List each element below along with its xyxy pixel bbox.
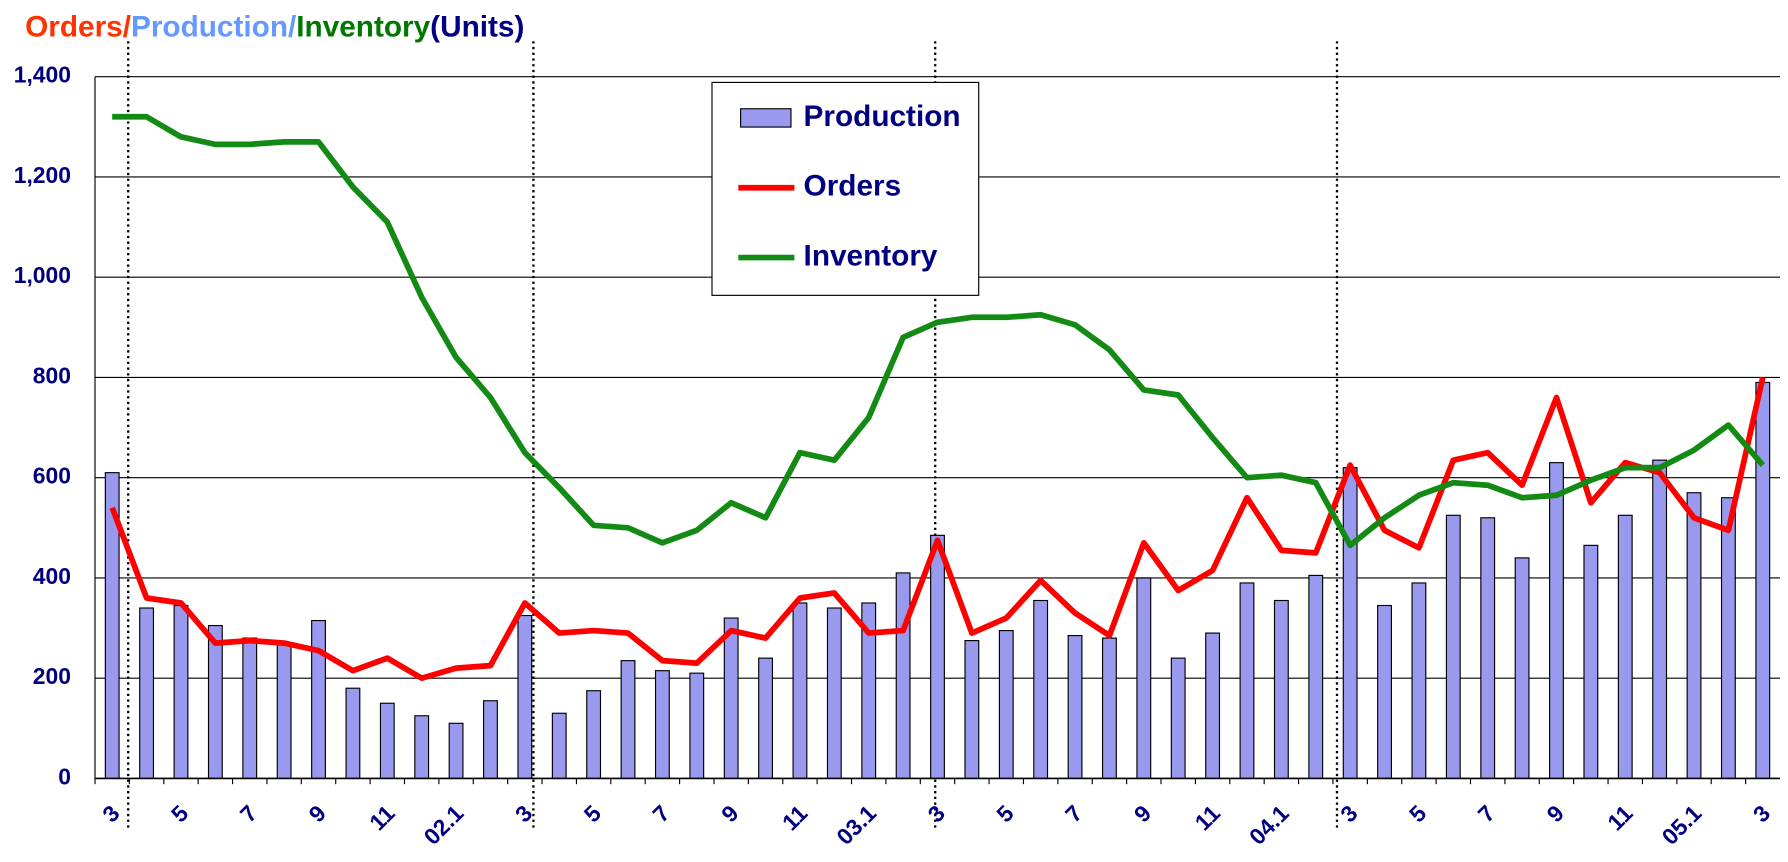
bar [207,624,223,780]
y-tick-label: 200 [33,663,71,689]
bar [930,534,945,780]
bar [551,712,567,780]
bar [1377,604,1392,780]
x-tick-label: 7 [1060,800,1087,827]
bar [379,702,395,780]
line [112,113,1765,549]
bar [689,672,705,780]
x-tick-label: 04.1 [1244,800,1294,850]
chart-title: Orders/Production/Inventory(Units) [25,10,524,43]
bar [345,687,361,780]
x-tick-label: 11 [1602,800,1638,836]
title-part: Orders/ [25,10,131,43]
bar [1033,599,1049,780]
x-tick-label: 9 [716,800,743,827]
x-tick-label: 9 [1129,800,1156,827]
x-tick-label: 7 [647,800,674,827]
x-tick-label: 9 [304,800,331,827]
x-tick-label: 9 [1541,800,1568,827]
bar [1136,577,1152,780]
legend-swatch [740,108,792,128]
bar [1445,514,1461,780]
bar [895,572,911,780]
x-tick-label: 03.1 [831,800,881,850]
x-tick-label: 3 [1335,800,1362,827]
x-tick-label: 5 [579,800,607,828]
bar [1617,514,1633,780]
title-part: Production/ [131,10,296,43]
bar [139,607,155,780]
x-tick-label: 11 [1189,800,1225,836]
x-tick-label: 5 [991,800,1019,828]
bar [1308,574,1324,780]
x-tick-label: 02.1 [419,800,469,850]
bar [1720,497,1736,780]
bar [1583,544,1599,780]
bar [654,670,670,780]
bar [723,617,739,780]
title-part: Inventory [296,10,430,43]
bar [826,607,842,780]
bar [173,604,189,780]
bar [1170,657,1186,780]
bar [1686,492,1702,780]
bar [448,722,464,780]
x-tick-label: 7 [235,800,262,827]
bar [586,690,602,780]
bar [311,619,326,780]
legend-label: Orders [804,170,902,203]
y-tick-label: 600 [33,463,71,489]
y-tick-label: 1,400 [14,62,71,88]
legend-label: Production [804,100,961,133]
legend-label: Inventory [804,239,938,272]
line [109,376,1766,682]
bar [1273,599,1289,780]
bar [483,700,498,780]
bar [1514,557,1530,780]
y-tick-label: 0 [58,763,71,789]
y-tick-label: 400 [33,563,71,589]
bar [414,715,430,780]
y-tick-label: 800 [33,362,71,388]
bar [1205,632,1221,780]
x-tick-label: 5 [166,800,194,828]
x-tick-label: 7 [1473,800,1500,827]
x-tick-label: 05.1 [1657,800,1707,850]
bar [998,629,1014,780]
x-tick-label: 11 [777,800,813,836]
bar [620,660,636,780]
y-tick-label: 1,000 [14,262,71,288]
bar [242,637,258,780]
bar [964,640,980,780]
bar [1411,582,1427,780]
y-tick-label: 1,200 [14,162,71,188]
bar [1480,517,1496,780]
bar [1067,635,1083,780]
title-part: (Units) [430,10,524,43]
bar [517,614,533,780]
bar [1342,467,1358,780]
bar [1549,462,1564,780]
x-tick-label: 11 [364,800,400,836]
bar [792,602,808,780]
bar [1101,637,1117,780]
x-tick-label: 3 [97,800,124,827]
bar [276,642,292,780]
bar [1239,582,1255,780]
bar [1755,381,1771,780]
bar [758,657,774,780]
x-tick-label: 3 [1748,800,1775,827]
bar [1652,459,1668,780]
x-tick-label: 5 [1404,800,1432,828]
